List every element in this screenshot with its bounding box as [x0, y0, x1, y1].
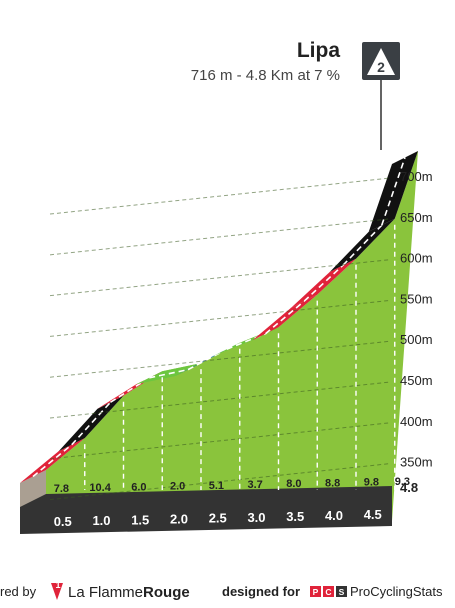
- pcs-letter-p: P: [313, 587, 319, 597]
- profile-area: [20, 151, 418, 534]
- gridline-500: [49, 340, 391, 378]
- road-segment-9: [330, 218, 395, 272]
- pcs-logo[interactable]: P C S ProCyclingStats: [310, 584, 443, 599]
- elevation-tick-labels: 350m 400m 450m 500m 550m 600m 650m 700m: [400, 169, 433, 470]
- distance-tick-2.5: 2.5: [209, 511, 227, 526]
- brand-main: La Flamme: [68, 584, 143, 601]
- road-centerline-8: [303, 264, 344, 302]
- elevation-tick-550: 550m: [400, 291, 433, 306]
- gradient-labels: 7.8 10.4 6.0 2.0 5.1 3.7 8.0 8.8 9.8 9.3: [54, 476, 410, 495]
- base-strip: [20, 486, 392, 534]
- distance-tick-2.0: 2.0: [170, 511, 188, 526]
- climb-subtitle: 716 m - 4.8 Km at 7 %: [191, 67, 340, 84]
- designed-for-text: designed for: [222, 584, 300, 599]
- elevation-tick-650: 650m: [400, 210, 433, 225]
- gridline-400: [49, 422, 391, 460]
- gradient-label-4: 2.0: [170, 481, 185, 493]
- road-centerline-7: [264, 300, 305, 335]
- pcs-letter-c: C: [325, 587, 331, 597]
- elevation-tick-400: 400m: [400, 414, 433, 429]
- road-centerline-4: [149, 368, 189, 379]
- category-badge: 2: [362, 42, 400, 150]
- elevation-tick-600: 600m: [400, 251, 433, 266]
- distance-tick-3.0: 3.0: [247, 510, 265, 525]
- distance-tick-4.5: 4.5: [364, 507, 382, 522]
- la-flamme-rouge-logo[interactable]: 1 La FlammeRouge: [51, 580, 190, 601]
- elevation-tick-700: 700m: [400, 169, 433, 184]
- distance-tick-4.0: 4.0: [325, 508, 343, 523]
- gradient-label-10: 9.3: [395, 476, 410, 488]
- pcs-box-c: [323, 586, 334, 597]
- road-segment-2: [58, 395, 124, 452]
- pcs-box-p: [310, 586, 321, 597]
- gradient-label-1: 7.8: [54, 483, 69, 495]
- distance-tick-0.5: 0.5: [54, 514, 72, 529]
- elevation-tick-350: 350m: [400, 455, 433, 470]
- end-distance-label: 4.8: [400, 480, 418, 495]
- distance-tick-3.5: 3.5: [286, 509, 304, 524]
- distance-markers: [84, 224, 396, 490]
- gridline-550: [49, 299, 391, 337]
- gradient-label-7: 8.0: [286, 478, 301, 490]
- elevation-tick-500: 500m: [400, 332, 433, 347]
- elevation-gridlines: [49, 177, 391, 501]
- brand-name: La FlammeRouge: [68, 584, 190, 601]
- gradient-label-6: 3.7: [247, 479, 262, 491]
- road-segments: [20, 151, 418, 483]
- category-number: 2: [377, 59, 385, 75]
- gridline-700: [49, 177, 391, 215]
- pcs-letter-s: S: [339, 587, 345, 597]
- gridline-450: [49, 381, 391, 419]
- road-centerline-5: [187, 348, 228, 371]
- elevation-tick-450: 450m: [400, 373, 433, 388]
- road-centerline-1: [32, 444, 73, 478]
- distance-tick-1.5: 1.5: [131, 512, 149, 527]
- road-centerline-3: [110, 377, 150, 403]
- brand-accent: Rouge: [143, 584, 190, 601]
- gridline-350: [49, 463, 391, 501]
- gridline-600: [49, 259, 391, 297]
- pcs-name: ProCyclingStats: [350, 584, 443, 599]
- climb-title: Lipa: [297, 39, 340, 62]
- gradient-label-5: 5.1: [209, 480, 224, 492]
- distance-tick-1.0: 1.0: [92, 513, 110, 528]
- road-segment-4: [136, 363, 201, 385]
- gradient-label-8: 8.8: [325, 477, 340, 489]
- road-segment-8: [291, 258, 356, 308]
- gradient-label-2: 10.4: [89, 482, 111, 494]
- gradient-label-3: 6.0: [131, 481, 146, 493]
- road-centerline-10: [380, 157, 406, 226]
- footer: red by 1 La FlammeRouge designed for P C…: [0, 580, 443, 601]
- flamme-rouge-flag-icon: [51, 583, 63, 600]
- powered-by-text: red by: [0, 584, 37, 599]
- distance-tick-labels: 0.5 1.0 1.5 2.0 2.5 3.0 3.5 4.0 4.5: [54, 507, 382, 529]
- gradient-label-9: 9.8: [364, 477, 379, 489]
- pcs-box-s: [336, 586, 347, 597]
- flag-mark: 1: [55, 580, 60, 590]
- grass-face: [46, 151, 418, 521]
- mountain-icon: [367, 48, 395, 75]
- gridline-650: [49, 218, 391, 256]
